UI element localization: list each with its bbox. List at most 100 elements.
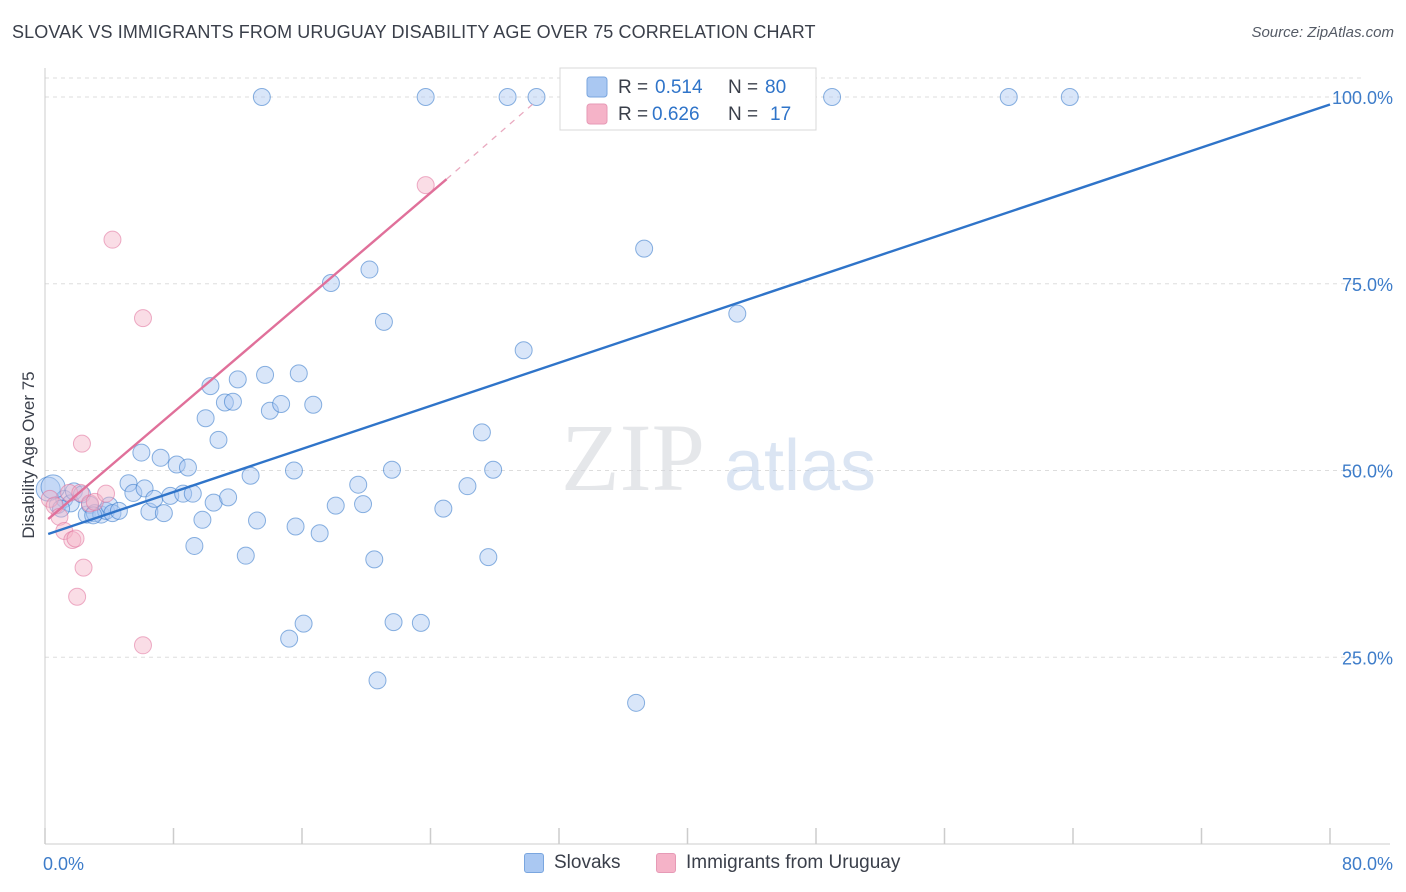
point-slovaks	[514, 341, 533, 360]
point-slovaks	[119, 474, 138, 493]
point-slovaks	[260, 401, 279, 420]
legend-bottom: Slovaks Immigrants from Uruguay	[0, 848, 1406, 880]
tick-labels: 25.0% 50.0% 75.0% 100.0% 0.0% 80.0%	[43, 88, 1393, 874]
point-slovaks	[627, 693, 646, 712]
point-slovaks	[289, 364, 308, 383]
point-slovaks	[728, 304, 747, 323]
point-slovaks	[326, 496, 345, 515]
point-slovaks	[368, 671, 387, 690]
point-slovaks	[999, 88, 1018, 106]
point-slovaks	[223, 392, 242, 411]
y-tick-label: 75.0%	[1342, 275, 1393, 295]
point-slovaks	[434, 499, 453, 518]
point-slovaks	[196, 409, 215, 428]
point-slovaks	[241, 466, 260, 485]
point-slovaks	[458, 477, 477, 496]
point-slovaks	[479, 548, 498, 567]
legend-n-value-uruguay: 17	[770, 104, 791, 125]
point-uruguay	[97, 484, 116, 503]
point-slovaks	[248, 511, 267, 530]
point-slovaks	[365, 550, 384, 569]
point-slovaks	[178, 458, 197, 477]
point-slovaks	[280, 629, 299, 648]
legend-label-slovaks: Slovaks	[554, 852, 621, 873]
point-slovaks	[472, 423, 491, 442]
point-slovaks	[1060, 88, 1079, 106]
point-slovaks	[411, 613, 430, 632]
trend-layer	[47, 101, 1331, 536]
grid-layer	[45, 77, 1365, 658]
y-tick-label: 50.0%	[1342, 462, 1393, 482]
point-slovaks	[349, 475, 368, 494]
point-slovaks	[354, 495, 373, 514]
legend-n-label: N =	[728, 104, 758, 125]
legend-r-label: R =	[618, 104, 648, 125]
point-uruguay	[68, 587, 87, 606]
point-slovaks	[484, 460, 503, 479]
chart-title: SLOVAK VS IMMIGRANTS FROM URUGUAY DISABI…	[12, 22, 816, 42]
legend-top: R = 0.514 N = 80 R = 0.626 N = 17	[559, 67, 817, 131]
point-slovaks	[374, 312, 393, 331]
point-slovaks	[219, 488, 238, 507]
legend-item-slovaks: Slovaks	[524, 852, 621, 874]
point-uruguay	[416, 176, 435, 195]
legend-n-value-slovaks: 80	[765, 77, 786, 98]
legend-r-value-slovaks: 0.514	[655, 77, 703, 98]
point-slovaks	[416, 88, 435, 106]
point-slovaks	[321, 274, 340, 293]
point-uruguay	[74, 558, 93, 577]
point-slovaks	[527, 88, 546, 106]
point-slovaks	[132, 443, 151, 462]
watermark-zip: ZIP	[561, 404, 705, 511]
point-slovaks	[310, 524, 329, 543]
point-uruguay	[72, 434, 91, 453]
point-slovaks	[384, 613, 403, 632]
point-slovaks	[256, 365, 275, 384]
point-uruguay	[103, 230, 122, 249]
point-slovaks	[40, 474, 66, 500]
point-uruguay	[133, 309, 152, 328]
point-slovaks	[360, 260, 379, 279]
y-tick-label: 25.0%	[1342, 648, 1393, 668]
legend-item-uruguay: Immigrants from Uruguay	[656, 852, 900, 874]
point-uruguay	[133, 636, 152, 655]
point-slovaks	[272, 395, 291, 414]
point-slovaks	[304, 395, 323, 414]
point-uruguay	[66, 529, 85, 548]
point-slovaks	[185, 536, 204, 555]
legend-label-uruguay: Immigrants from Uruguay	[686, 852, 901, 873]
point-slovaks	[236, 546, 255, 565]
point-slovaks	[382, 460, 401, 479]
watermark-atlas: atlas	[724, 426, 876, 506]
point-slovaks	[286, 517, 305, 536]
y-axis-label: Disability Age Over 75	[19, 371, 38, 538]
points-layer	[35, 88, 1079, 712]
point-slovaks	[823, 88, 842, 106]
legend-n-label: N =	[728, 77, 758, 98]
point-slovaks	[635, 239, 654, 258]
point-slovaks	[204, 493, 223, 512]
trendline-uruguay	[47, 178, 448, 520]
point-slovaks	[284, 461, 303, 480]
source-label: Source: ZipAtlas.com	[1251, 24, 1394, 41]
trendline-uruguay-extension	[446, 101, 536, 180]
x-tick-label: 0.0%	[43, 854, 84, 874]
point-slovaks	[154, 504, 173, 523]
point-slovaks	[124, 483, 143, 502]
point-slovaks	[193, 510, 212, 529]
point-slovaks	[167, 455, 186, 474]
legend-swatch-uruguay	[656, 853, 676, 873]
point-slovaks	[201, 377, 220, 396]
x-tick-label: 80.0%	[1342, 854, 1393, 874]
legend-swatch-slovaks	[586, 76, 608, 98]
legend-swatch-slovaks	[524, 853, 544, 873]
point-uruguay	[63, 530, 82, 549]
point-slovaks	[252, 88, 271, 106]
watermark: ZIP atlas	[561, 404, 876, 511]
point-slovaks	[498, 88, 517, 106]
legend-swatch-uruguay	[586, 103, 608, 125]
y-tick-label: 100.0%	[1332, 88, 1393, 108]
point-slovaks	[294, 614, 313, 633]
legend-r-label: R =	[618, 77, 648, 98]
